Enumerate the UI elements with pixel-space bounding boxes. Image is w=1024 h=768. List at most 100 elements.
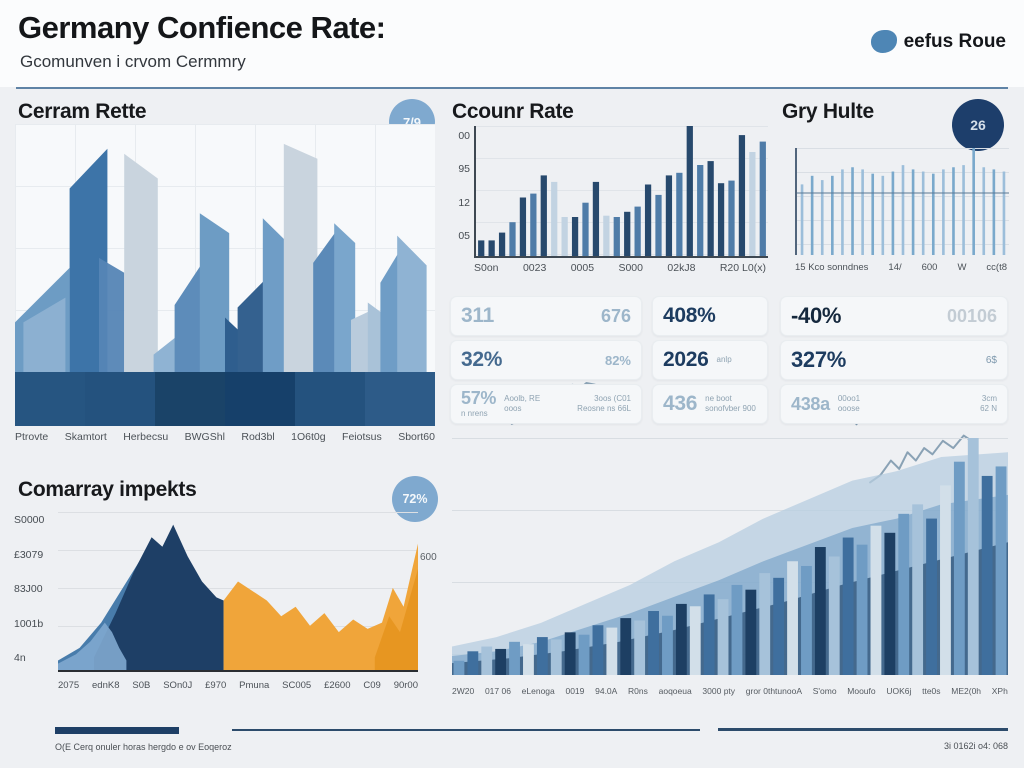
tick-label: 00 [458, 130, 470, 142]
tick-label: Mooufo [847, 686, 876, 696]
tick-label: tte0s [922, 686, 941, 696]
band-segment [155, 372, 225, 426]
tick-label: 017 06 [484, 686, 511, 696]
tick-label: £3079 [14, 548, 44, 561]
stat-value: 438a [791, 393, 830, 414]
stat-card: 2026 anlp [652, 340, 768, 380]
footer-note-left: O(E Cerq onuler horas hergdo e ov Eoqero… [55, 742, 232, 752]
tick-label: S0B [132, 680, 151, 691]
stat-card: 32% 82% [450, 340, 642, 380]
stat-value: 2026 [663, 348, 709, 371]
tick-label: 4n [14, 652, 26, 664]
gry-panel-title: Gry Hulte [782, 100, 874, 123]
stat-sparkline [502, 306, 593, 326]
tick-label: ME2(0h [951, 686, 982, 696]
tick-label: 14/ [888, 262, 902, 273]
tick-label: Ptrovte [15, 431, 49, 443]
stat-sparkline [510, 350, 597, 370]
tick-label: £970 [205, 680, 227, 691]
stat-subtext: 00oo1 [837, 393, 861, 403]
stat-value: 311 [461, 304, 494, 327]
stat-card: 311 676 [450, 296, 642, 336]
stat-value: 436 [663, 392, 698, 415]
tick-label: eLenoga [521, 686, 555, 696]
tick-label: 2W20 [452, 686, 475, 696]
stat-subtext: anlp [716, 354, 732, 364]
brand-blob-icon [870, 30, 897, 53]
tick-label: 1O6t0g [291, 431, 326, 443]
skyline-x-axis: Ptrovte Skamtort Herbecsu BWGShl Rod3bl 1O6t0… [15, 431, 435, 443]
stat-subtext: ne boot [705, 393, 732, 403]
footer-rule [718, 728, 1008, 731]
stat-value: 32% [461, 348, 503, 371]
stat-subtext: n nrens [461, 409, 488, 419]
band-segment [295, 372, 365, 426]
tick-label: S0000 [14, 514, 45, 526]
brand: eefus Roue [870, 30, 1006, 53]
count-panel-title: Ccounr Rate [452, 100, 574, 123]
tick-label: 83J00 [14, 583, 43, 595]
stat-secondary-value: 00106 [946, 305, 997, 326]
growth-chart [452, 438, 1008, 675]
stat-value: 327% [791, 347, 847, 372]
count-y-axis: 00 95 12 05 [444, 130, 470, 242]
stat-card: 327% 6$ [780, 340, 1008, 380]
brand-name: eefus Roue [903, 30, 1006, 52]
tick-label: ednK8 [92, 680, 120, 691]
impekts-x-axis: 2075 ednK8 S0B SOn0J £970 Pmuna SC005 £2600 C09 9… [58, 680, 418, 691]
tick-label: Sbort60 [398, 431, 435, 443]
tick-label: Rod3bl [241, 431, 275, 443]
tick-label: R20 L0(x) [719, 262, 766, 274]
impekts-chart [58, 512, 418, 672]
tick-label: 02kJ8 [667, 262, 696, 274]
stat-note: Reosne ns 66L [577, 404, 631, 413]
stat-subtext: sonofvber 900 [705, 404, 756, 413]
stat-sparkline [868, 394, 972, 414]
stat-value: 57% [461, 388, 497, 409]
tick-label: S0on [474, 262, 499, 274]
skyline-base-band [15, 372, 435, 426]
count-chart [474, 126, 768, 258]
band-segment [85, 372, 155, 426]
impekts-right-tick: 600 [420, 552, 437, 563]
tick-label: 0019 [565, 686, 585, 696]
footer-accent-bar [55, 727, 179, 734]
tick-label: cc(t8 [986, 262, 1007, 273]
stat-card: 57% n nrens Aoolb, RE ooos 3oos (C01 Reo… [450, 384, 642, 424]
page-title: Germany Confience Rate: [18, 10, 386, 45]
tick-label: 1001b [14, 617, 44, 630]
tick-label: 90r00 [393, 680, 418, 691]
tick-label: S000 [618, 262, 643, 274]
growth-x-axis: 2W20 017 06 eLenoga 0019 94.0A R0ns aoqoeua 300… [452, 686, 1008, 696]
stat-card: 438a 00oo1 ooose 3cm 62 N [780, 384, 1008, 424]
stat-subtext: ooose [837, 404, 860, 413]
impekts-y-axis: S0000 £3079 83J00 1001b 4n [14, 514, 54, 664]
tick-label: W [957, 262, 967, 273]
stat-secondary-value: 82% [604, 352, 631, 368]
tick-label: R0ns [628, 686, 648, 696]
stat-card: 436 ne boot sonofvber 900 [652, 384, 768, 424]
tick-label: £2600 [324, 680, 351, 691]
footer-rule [232, 729, 700, 731]
skyline-panel-title: Cerram Rette [18, 100, 147, 123]
tick-label: C09 [363, 680, 381, 691]
band-segment [15, 372, 85, 426]
tick-label: Pmuna [239, 680, 270, 691]
band-segment [365, 372, 435, 426]
tick-label: aoqoeua [658, 686, 692, 696]
tick-label: SC005 [282, 680, 312, 691]
impekts-panel-title: Comarray impekts [18, 478, 197, 501]
tick-label: 0005 [570, 262, 595, 274]
tick-label: BWGShl [184, 431, 225, 443]
band-segment [225, 372, 295, 426]
tick-label: 3000 pty [702, 686, 736, 696]
footer-note-right: 3i 0162i o4: 068 [943, 741, 1008, 751]
tick-label: XPh [991, 686, 1008, 696]
header-divider [16, 87, 1008, 89]
stat-note: 3cm [981, 393, 997, 403]
page-subtitle: Gcomunven i crvom Cermmry [20, 52, 246, 71]
gry-badge: 26 [952, 99, 1004, 151]
stat-value: -40% [791, 303, 842, 328]
scribble-icon: 6$ [985, 354, 997, 366]
tick-label: 05 [458, 229, 470, 242]
